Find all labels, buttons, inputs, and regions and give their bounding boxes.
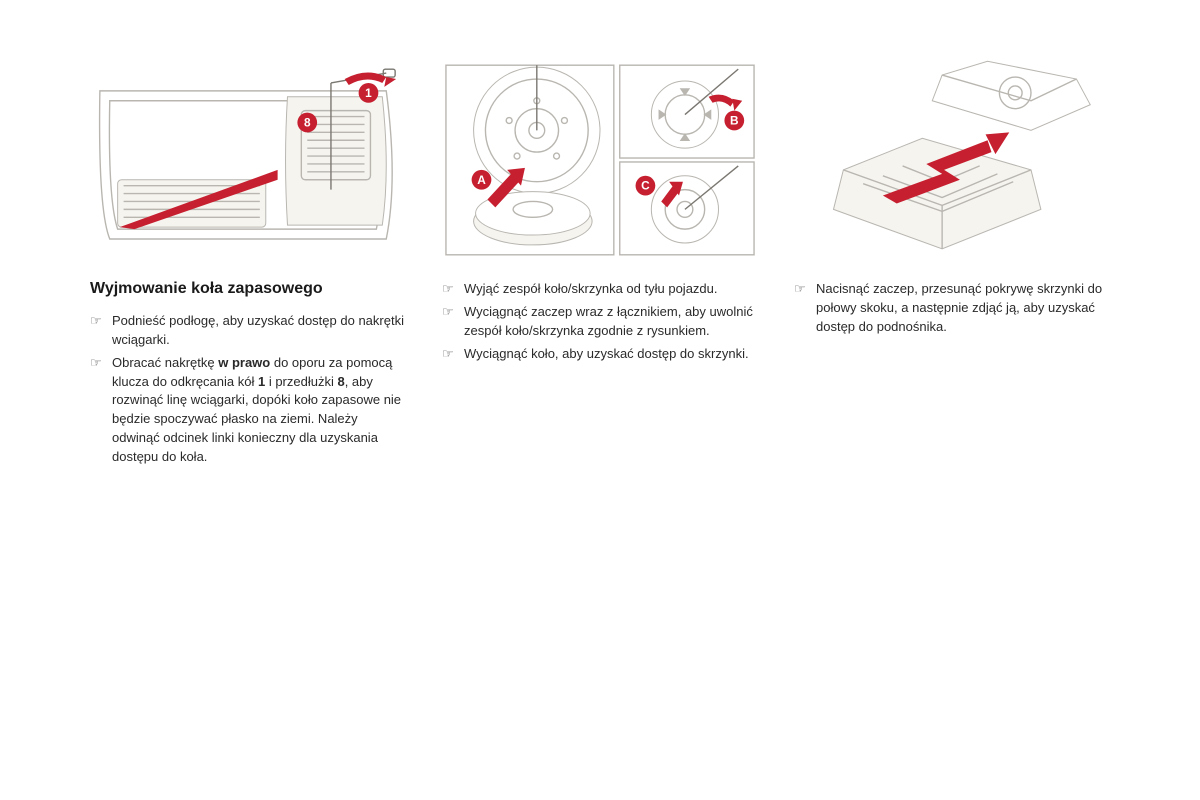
step-text: Wyciągnąć koło, aby uzyskać dostęp do sk…	[464, 346, 749, 361]
step: Obracać nakrętkę w prawo do oporu za pom…	[90, 354, 406, 467]
step-text: Nacisnąć zaczep, przesunąć pokrywę skrzy…	[816, 281, 1102, 334]
step: Wyjąć zespół koło/skrzynka od tyłu pojaz…	[442, 280, 758, 299]
callout-8: 8	[304, 115, 311, 129]
text-columns: Wyjmowanie koła zapasowego Podnieść podł…	[90, 280, 1110, 471]
illustration-row: 1 8 A	[90, 60, 1110, 260]
step: Nacisnąć zaczep, przesunąć pokrywę skrzy…	[794, 280, 1110, 337]
callout-A: A	[477, 173, 486, 187]
column-3-steps: Nacisnąć zaczep, przesunąć pokrywę skrzy…	[794, 280, 1110, 337]
column-2-steps: Wyjąć zespół koło/skrzynka od tyłu pojaz…	[442, 280, 758, 363]
step-text: Podnieść podłogę, aby uzyskać dostęp do …	[112, 313, 404, 347]
column-3: Nacisnąć zaczep, przesunąć pokrywę skrzy…	[794, 280, 1110, 341]
step: Wyciągnąć koło, aby uzyskać dostęp do sk…	[442, 345, 758, 364]
column-2: Wyjąć zespół koło/skrzynka od tyłu pojaz…	[442, 280, 758, 367]
step-text: Wyjąć zespół koło/skrzynka od tyłu pojaz…	[464, 281, 718, 296]
step-text-prefix: Obracać nakrętkę	[112, 355, 218, 370]
column-1: Wyjmowanie koła zapasowego Podnieść podł…	[90, 280, 406, 471]
column-1-steps: Podnieść podłogę, aby uzyskać dostęp do …	[90, 312, 406, 467]
callout-C: C	[641, 179, 650, 193]
step-text-bold3: 8	[337, 374, 344, 389]
step-text-bold: w prawo	[218, 355, 270, 370]
figure-2: A B	[442, 60, 758, 260]
callout-B: B	[730, 114, 739, 128]
section-title: Wyjmowanie koła zapasowego	[90, 280, 406, 298]
figure-3	[794, 60, 1110, 260]
step: Podnieść podłogę, aby uzyskać dostęp do …	[90, 312, 406, 350]
step-text: Wyciągnąć zaczep wraz z łącznikiem, aby …	[464, 304, 753, 338]
callout-1: 1	[365, 86, 372, 100]
step: Wyciągnąć zaczep wraz z łącznikiem, aby …	[442, 303, 758, 341]
step-text-mid: i przedłużki	[265, 374, 337, 389]
figure-1: 1 8	[90, 60, 406, 260]
